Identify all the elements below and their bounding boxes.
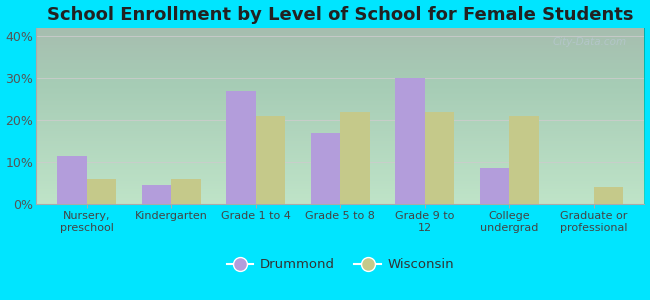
Bar bbox=[480, 168, 510, 204]
Title: School Enrollment by Level of School for Female Students: School Enrollment by Level of School for… bbox=[47, 6, 634, 24]
Bar bbox=[395, 78, 425, 204]
Text: City-Data.com: City-Data.com bbox=[552, 37, 626, 47]
Bar bbox=[425, 112, 454, 204]
Bar bbox=[510, 116, 539, 204]
Legend: Drummond, Wisconsin: Drummond, Wisconsin bbox=[222, 253, 460, 277]
Bar bbox=[341, 112, 370, 204]
Bar bbox=[593, 187, 623, 204]
Bar bbox=[87, 179, 116, 204]
Bar bbox=[172, 179, 201, 204]
Bar bbox=[57, 156, 87, 204]
Bar bbox=[142, 185, 172, 204]
Bar bbox=[256, 116, 285, 204]
Bar bbox=[311, 133, 341, 204]
Bar bbox=[226, 91, 256, 204]
